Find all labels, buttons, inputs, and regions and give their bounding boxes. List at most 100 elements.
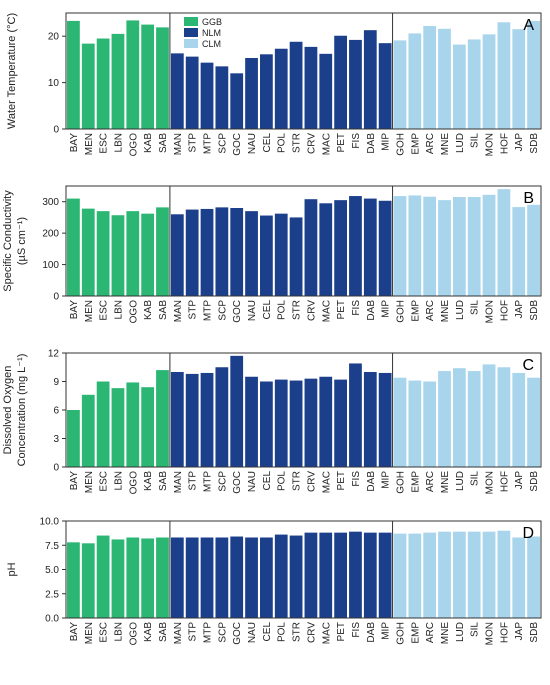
bar-mne [438,531,451,618]
x-tick-label: EMP [410,300,421,322]
bar-men [81,543,95,618]
x-tick-label: POL [277,133,288,153]
x-tick-label: FIS [351,622,362,638]
bar-esc [96,38,110,129]
x-tick-label: MAN [173,133,184,155]
y-tick-label: 10.0 [40,517,60,528]
x-tick-label: FIS [351,300,362,316]
bar-goc [230,73,244,129]
bar-sab [156,207,169,296]
y-tick-label: 3 [53,434,59,445]
x-tick-label: POL [277,622,288,642]
x-tick-label: MEN [84,471,95,493]
bar-men [81,394,95,467]
x-tick-label: SAB [158,300,169,320]
x-tick-label: SCP [217,622,228,643]
panel-letter: D [522,525,534,542]
bar-sab [156,537,169,618]
x-tick-label: MEN [84,133,95,155]
x-tick-label: LBN [113,622,124,641]
x-tick-label: DAB [366,133,377,154]
x-tick-label: LUD [455,622,466,642]
bar-lud [452,44,466,129]
y-tick-label: 6 [53,406,59,417]
bar-str [289,41,303,129]
bar-mon [482,194,496,296]
x-tick-label: JAP [514,471,525,490]
legend-swatch [184,39,198,48]
bar-scp [215,367,229,467]
bar-sab [156,370,169,467]
bar-esc [96,535,110,618]
bar-mon [482,364,496,467]
bar-pet [334,35,347,129]
x-tick-label: MON [485,471,496,494]
x-tick-label: CEL [262,471,273,491]
y-tick-label: 10 [48,78,60,89]
x-tick-label: HOF [499,300,510,321]
x-tick-label: ARC [425,300,436,321]
x-tick-label: CRV [306,300,317,321]
x-tick-label: MNE [440,300,451,323]
bar-mac [319,203,333,296]
bar-mip [378,200,392,296]
bar-emp [408,33,422,129]
bar-emp [408,533,422,618]
x-tick-label: POL [277,471,288,491]
bar-sdb [527,377,540,467]
bar-lbn [111,215,125,296]
y-tick-label: 20 [48,32,60,43]
legend-label: GGB [202,17,222,27]
bar-scp [215,207,229,296]
bar-cel [260,381,273,467]
bar-sil [467,371,481,467]
x-tick-label: DAB [366,471,377,492]
x-tick-label: MAC [321,622,332,644]
bar-sab [156,27,169,130]
bar-mip [378,532,392,618]
x-tick-label: OGO [128,471,139,495]
x-tick-label: MON [485,622,496,645]
bar-pet [334,379,347,467]
bar-jap [512,537,526,618]
bar-goh [393,533,407,618]
x-tick-label: ARC [425,133,436,154]
panel-B: 0 100 200 300 BAY MEN ESC LBN OGO KAB SAB MAN STP MTP… [2,185,542,323]
bar-pol [274,48,288,130]
x-tick-label: GOC [232,300,243,323]
bar-arc [423,25,437,130]
x-tick-label: SIL [470,471,481,486]
x-tick-label: MTP [203,133,214,154]
x-tick-label: NAU [247,300,258,321]
x-tick-label: LUD [455,133,466,153]
bar-mne [438,371,451,467]
x-tick-label: MON [485,300,496,323]
bar-stp [185,373,199,467]
x-tick-label: SIL [470,133,481,148]
panel-letter: A [523,17,534,34]
bar-mip [378,43,392,129]
x-tick-label: PET [336,300,347,319]
y-tick-label: 100 [42,260,59,271]
bar-arc [423,381,437,467]
bar-stp [185,537,199,618]
y-axis-label: Dissolved Oxygen [2,366,14,455]
x-tick-label: MIP [381,133,392,151]
y-axis-label: Specific Conductivity [2,190,14,292]
x-tick-label: GOC [232,471,243,494]
bar-bay [67,20,80,129]
x-tick-label: MIP [381,471,392,489]
x-tick-label: LUD [455,300,466,320]
bar-dab [363,198,377,296]
bar-fis [349,531,362,618]
y-tick-label: 5.0 [45,565,59,576]
bar-men [81,43,95,130]
y-axis-label: Concentration (mg L⁻¹) [16,354,28,467]
bar-pol [274,379,288,467]
x-tick-label: STP [188,471,199,491]
x-tick-label: GOH [395,471,406,494]
bar-ogo [126,537,140,618]
x-tick-label: KAB [143,471,154,491]
bar-goh [393,377,407,467]
